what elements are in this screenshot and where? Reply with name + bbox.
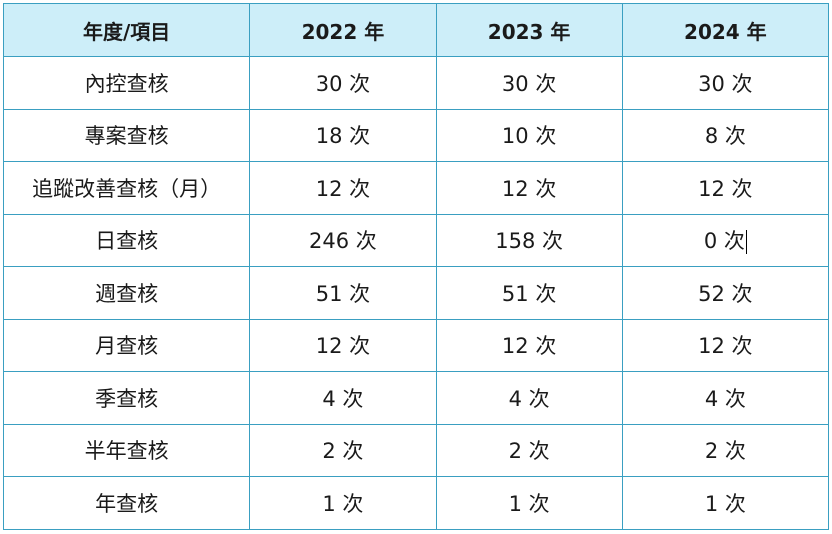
text-cursor — [745, 230, 747, 255]
cell-2022[interactable]: 12 次 — [249, 318, 437, 372]
table-row: 月查核 12 次 12 次 12 次 — [2, 318, 830, 372]
table-row: 半年查核 2 次 2 次 2 次 — [2, 423, 830, 477]
cell-2022[interactable]: 51 次 — [249, 266, 437, 320]
cell-2024[interactable]: 52 次 — [621, 266, 830, 320]
header-year-2023: 2023 年 — [435, 3, 623, 57]
cell-2022[interactable]: 1 次 — [249, 476, 437, 530]
cell-2023[interactable]: 30 次 — [435, 56, 623, 110]
cell-2022[interactable]: 18 次 — [249, 108, 437, 162]
table-row: 週查核 51 次 51 次 52 次 — [2, 266, 830, 320]
row-item-label: 週查核 — [2, 266, 251, 320]
cell-2024[interactable]: 12 次 — [621, 318, 830, 372]
header-item-label: 年度/項目 — [2, 3, 251, 57]
table-row: 專案查核 18 次 10 次 8 次 — [2, 108, 830, 162]
cell-2024[interactable]: 12 次 — [621, 161, 830, 215]
cell-2023[interactable]: 2 次 — [435, 423, 623, 477]
cell-2023[interactable]: 51 次 — [435, 266, 623, 320]
cell-2023[interactable]: 158 次 — [435, 213, 623, 267]
row-item-label: 年查核 — [2, 476, 251, 530]
cell-2023[interactable]: 12 次 — [435, 161, 623, 215]
cell-2022[interactable]: 2 次 — [249, 423, 437, 477]
header-row: 年度/項目 2022 年 2023 年 2024 年 — [2, 3, 830, 57]
cell-2023[interactable]: 12 次 — [435, 318, 623, 372]
table-row: 日查核 246 次 158 次 0 次 — [2, 213, 830, 267]
row-item-label: 專案查核 — [2, 108, 251, 162]
cell-2022[interactable]: 12 次 — [249, 161, 437, 215]
cell-2022[interactable]: 246 次 — [249, 213, 437, 267]
row-item-label: 季查核 — [2, 371, 251, 425]
cell-2024[interactable]: 1 次 — [621, 476, 830, 530]
cell-2022[interactable]: 30 次 — [249, 56, 437, 110]
header-year-2024: 2024 年 — [621, 3, 830, 57]
cell-2023[interactable]: 4 次 — [435, 371, 623, 425]
table-row: 追蹤改善查核（月） 12 次 12 次 12 次 — [2, 161, 830, 215]
cell-2023[interactable]: 10 次 — [435, 108, 623, 162]
cell-2024[interactable]: 30 次 — [621, 56, 830, 110]
audit-count-table: 年度/項目 2022 年 2023 年 2024 年 內控查核 30 次 30 … — [2, 3, 830, 530]
table-row: 年查核 1 次 1 次 1 次 — [2, 476, 830, 530]
header-year-2022: 2022 年 — [249, 3, 437, 57]
cell-2024[interactable]: 2 次 — [621, 423, 830, 477]
cell-2024[interactable]: 8 次 — [621, 108, 830, 162]
cell-2022[interactable]: 4 次 — [249, 371, 437, 425]
cell-2024[interactable]: 4 次 — [621, 371, 830, 425]
cell-2024-active[interactable]: 0 次 — [621, 213, 830, 267]
row-item-label: 日查核 — [2, 213, 251, 267]
row-item-label: 月查核 — [2, 318, 251, 372]
row-item-label: 內控查核 — [2, 56, 251, 110]
cell-2023[interactable]: 1 次 — [435, 476, 623, 530]
row-item-label: 半年查核 — [2, 423, 251, 477]
row-item-label: 追蹤改善查核（月） — [2, 161, 251, 215]
table-row: 內控查核 30 次 30 次 30 次 — [2, 56, 830, 110]
cell-2024-value: 0 次 — [703, 229, 745, 254]
table-row: 季查核 4 次 4 次 4 次 — [2, 371, 830, 425]
